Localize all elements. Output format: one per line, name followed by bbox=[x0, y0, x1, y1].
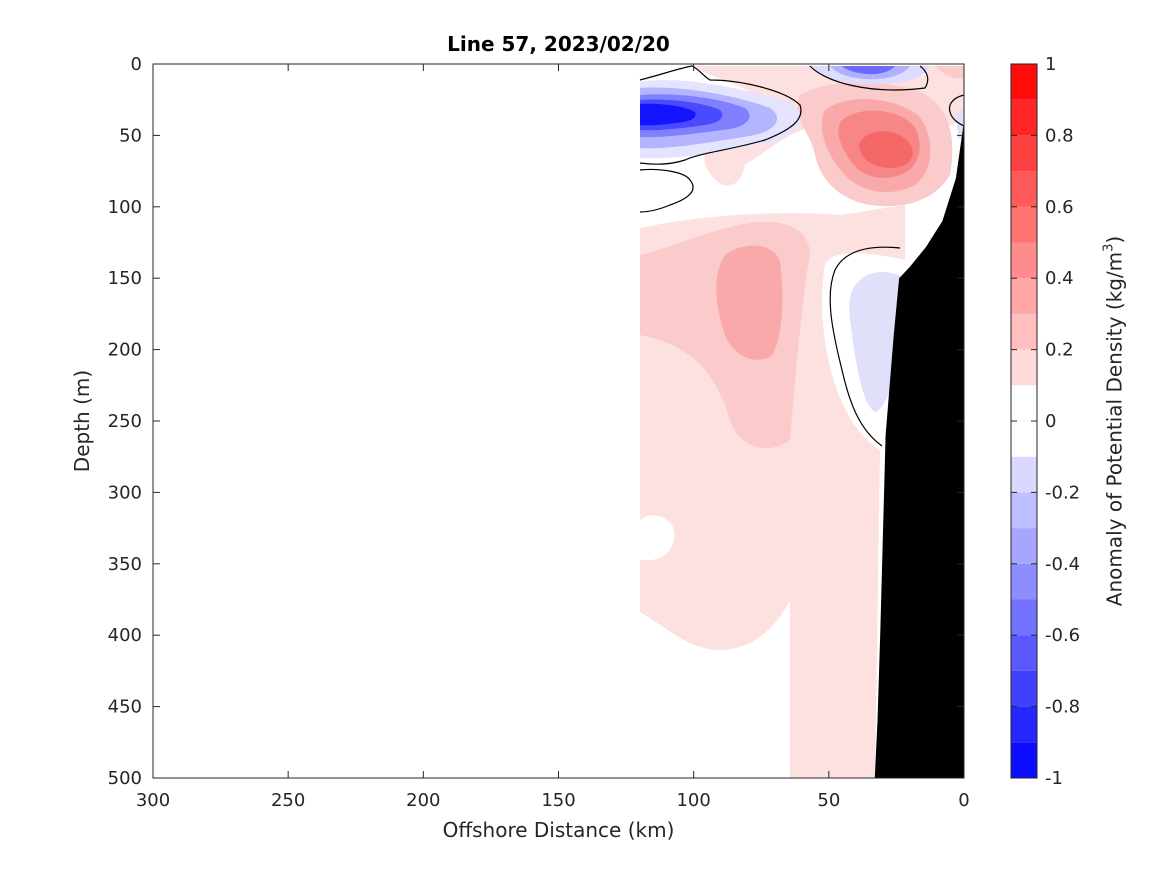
colorbar-bin bbox=[1011, 206, 1037, 243]
y-tick-label: 200 bbox=[108, 340, 142, 361]
chart-title: Line 57, 2023/02/20 bbox=[447, 32, 670, 56]
positive-core-05 bbox=[859, 131, 913, 168]
y-tick-label: 100 bbox=[108, 197, 142, 218]
colorbar-tick-label: -0.6 bbox=[1045, 625, 1080, 646]
colorbar-label-suffix: ) bbox=[1102, 235, 1127, 244]
zero-contours bbox=[639, 65, 964, 447]
zero-contour-coast-top bbox=[948, 94, 964, 127]
colorbar-tick-label: -0.2 bbox=[1045, 482, 1080, 503]
colorbar-bin bbox=[1011, 563, 1037, 600]
zero-contour-deep bbox=[829, 246, 901, 447]
y-axis: 0 50 100 150 200 250 300 350 400 450 500 bbox=[108, 54, 964, 789]
y-tick-label: 50 bbox=[119, 125, 142, 146]
bathymetry-seafloor bbox=[874, 121, 964, 778]
zero-contour-surface bbox=[809, 65, 929, 91]
y-tick-label: 450 bbox=[108, 697, 142, 718]
colorbar-bin bbox=[1011, 706, 1037, 743]
y-tick-label: 250 bbox=[108, 411, 142, 432]
x-tick-label: 150 bbox=[541, 790, 575, 811]
colorbar-bin bbox=[1011, 64, 1037, 100]
zero-patch-left bbox=[640, 515, 675, 560]
x-axis-label: Offshore Distance (km) bbox=[442, 818, 675, 842]
x-tick-label: 200 bbox=[406, 790, 440, 811]
anomaly-field bbox=[639, 65, 964, 778]
colorbar-bin bbox=[1011, 135, 1037, 172]
colorbar-bin bbox=[1011, 313, 1037, 350]
colorbar-bin bbox=[1011, 171, 1037, 207]
y-tick-label: 0 bbox=[131, 54, 142, 75]
positive-surface-right bbox=[935, 66, 964, 79]
colorbar-label: Anomaly of Potential Density (kg/m3) bbox=[1102, 236, 1127, 606]
positive-core-mid bbox=[716, 245, 783, 360]
colorbar-tick-label: 0.6 bbox=[1045, 197, 1074, 218]
x-axis: 300 250 200 150 100 50 0 bbox=[136, 64, 970, 811]
colorbar-label-sup: 3 bbox=[1101, 243, 1117, 252]
zero-contour-left-loop bbox=[639, 168, 694, 213]
colorbar-tick-label: 0.2 bbox=[1045, 340, 1074, 361]
zero-contour-upper-left bbox=[639, 65, 802, 165]
colorbar-bin bbox=[1011, 635, 1037, 671]
x-tick-label: 300 bbox=[136, 790, 170, 811]
y-tick-label: 350 bbox=[108, 554, 142, 575]
colorbar-bin bbox=[1011, 349, 1037, 386]
x-tick-label: 50 bbox=[817, 790, 840, 811]
negative-lens-09 bbox=[640, 103, 696, 126]
colorbar: 1 0.8 0.6 0.4 0.2 0 -0.2 -0.4 -0.6 -0.8 -1 bbox=[1010, 54, 1080, 789]
x-tick-label: 0 bbox=[958, 790, 969, 811]
colorbar-tick-label: -0.8 bbox=[1045, 697, 1080, 718]
colorbar-bin bbox=[1011, 99, 1037, 136]
y-tick-label: 150 bbox=[108, 268, 142, 289]
colorbar-bin bbox=[1011, 242, 1037, 279]
colorbar-bin bbox=[1011, 456, 1037, 493]
x-tick-label: 250 bbox=[271, 790, 305, 811]
negative-surface-06 bbox=[842, 66, 895, 75]
colorbar-tick-label: 1 bbox=[1045, 54, 1056, 75]
colorbar-tick-label: -0.4 bbox=[1045, 554, 1080, 575]
y-tick-label: 400 bbox=[108, 625, 142, 646]
colorbar-bin bbox=[1011, 742, 1037, 778]
colorbar-tick-label: 0 bbox=[1045, 411, 1056, 432]
colorbar-bin bbox=[1011, 278, 1037, 314]
colorbar-label-prefix: Anomaly of Potential Density (kg/m bbox=[1102, 251, 1127, 607]
y-tick-label: 500 bbox=[108, 768, 142, 789]
colorbar-bin bbox=[1011, 492, 1037, 529]
colorbar-tick-label: 0.4 bbox=[1045, 268, 1074, 289]
colorbar-tick-label: 0.8 bbox=[1045, 125, 1074, 146]
colorbar-tick-label: -1 bbox=[1045, 768, 1063, 789]
colorbar-bin bbox=[1011, 670, 1037, 707]
colorbar-bin bbox=[1011, 599, 1037, 636]
y-tick-label: 300 bbox=[108, 482, 142, 503]
x-tick-label: 100 bbox=[676, 790, 710, 811]
colorbar-bin bbox=[1011, 528, 1037, 564]
y-axis-label: Depth (m) bbox=[70, 369, 94, 473]
